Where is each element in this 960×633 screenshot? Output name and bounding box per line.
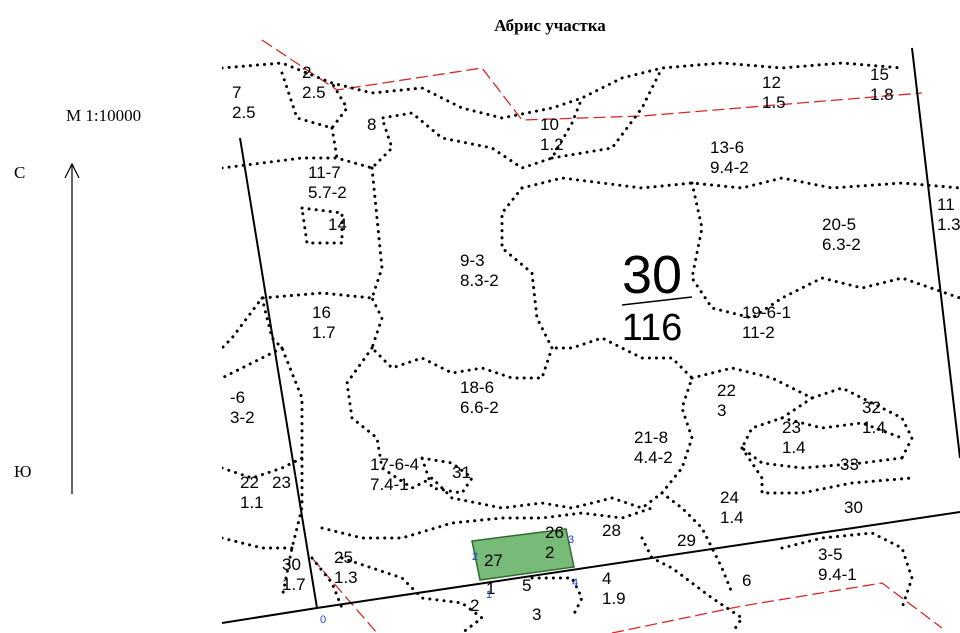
north-label: С <box>14 163 26 182</box>
plot-taxation: 1.3 <box>937 215 960 234</box>
plot-taxation: 1.7 <box>282 575 306 594</box>
plot-taxation: 11-2 <box>742 323 775 342</box>
plot-number: 30 <box>282 555 301 574</box>
plot-number: 10 <box>540 115 559 134</box>
plot-number: 2 <box>470 596 479 615</box>
plot-number: 3 <box>532 605 541 624</box>
plot-number: 32 <box>862 398 881 417</box>
plot-number: 19-6-1 <box>742 303 791 322</box>
plot-number: 29 <box>677 531 696 550</box>
plot-number: 16 <box>312 303 331 322</box>
plot-number: 22 <box>717 381 736 400</box>
quarter-number: 30 <box>622 245 682 305</box>
plot-number: 1 <box>486 579 495 598</box>
plot-number: 11-7 <box>308 163 341 182</box>
plot-number: 7 <box>232 83 241 102</box>
plot-number: -6 <box>230 388 245 407</box>
plot-number: 5 <box>522 576 531 595</box>
road-line <box>261 39 923 121</box>
south-label: Ю <box>14 462 32 481</box>
plot-taxation: 1.9 <box>602 589 626 608</box>
plot-number: 20-5 <box>822 215 856 234</box>
plot-taxation: 1.3 <box>334 568 358 587</box>
plot-taxation: 2.5 <box>302 83 326 102</box>
plot-taxation: 1.4 <box>782 438 806 457</box>
plot-number: 21-8 <box>634 428 668 447</box>
vertex-number: 3 <box>568 534 574 546</box>
plot-taxation: 1.5 <box>762 93 786 112</box>
plot-number: 6 <box>742 571 751 590</box>
plot-number: 30 <box>844 498 863 517</box>
vertex-number: 0 <box>320 614 326 626</box>
map-area: 30 116 7 2.5 2 2.5 8 10 1.2 12 1.5 15 1.8 13-6 9.4-2… <box>222 38 960 633</box>
plot-number: 18-6 <box>460 378 494 397</box>
plot-number: 22 <box>240 473 259 492</box>
plot-taxation: 5.7-2 <box>308 183 347 202</box>
plot-number: 26 <box>545 523 564 542</box>
plot-number: 15 <box>870 65 889 84</box>
plot-number: 28 <box>602 521 621 540</box>
plot-number: 17-6-4 <box>370 455 419 474</box>
plot-taxation: 1.7 <box>312 323 336 342</box>
vertex-number: 2 <box>472 551 478 563</box>
plot-taxation: 1.4 <box>862 418 886 437</box>
plot-taxation: 9.4-2 <box>710 158 749 177</box>
plot-taxation: 7.4-1 <box>370 475 409 494</box>
plot-taxation: 6.6-2 <box>460 398 499 417</box>
plot-taxation: 8.3-2 <box>460 271 499 290</box>
north-arrow-icon <box>64 162 80 494</box>
plot-number: 31 <box>452 463 471 482</box>
plot-number: 9-3 <box>460 251 485 270</box>
plot-taxation: 3-2 <box>230 408 255 427</box>
plot-taxation: 2.5 <box>232 103 256 122</box>
plot-number: 23 <box>782 418 801 437</box>
plot-number: 24 <box>720 488 739 507</box>
plot-number: 13-6 <box>710 138 744 157</box>
plot-number: 8 <box>367 115 376 134</box>
plot-number: 4 <box>602 569 611 588</box>
vertex-number: 4 <box>572 577 578 589</box>
plot-taxation: 6.3-2 <box>822 235 861 254</box>
plot-taxation: 1.2 <box>540 135 564 154</box>
plot-taxation: 3 <box>717 401 726 420</box>
plot-number: 23 <box>272 473 291 492</box>
plot-number: 25 <box>334 548 353 567</box>
plot-taxation: 1.1 <box>240 493 264 512</box>
quarter-fraction-line <box>621 296 693 306</box>
quarter-area: 116 <box>622 307 683 349</box>
quarter-boundary <box>222 47 960 624</box>
plot-taxation: 2 <box>545 543 554 562</box>
road-line-lower <box>311 557 943 633</box>
plot-number: 27 <box>484 551 503 570</box>
plot-boundaries <box>222 61 960 633</box>
selected-plot[interactable] <box>471 528 575 581</box>
plot-labels: 72.522.58 101.2121.5151.813-69.4-211-75.7… <box>230 63 960 624</box>
plot-taxation: 1.8 <box>870 85 894 104</box>
map-scale: М 1:10000 <box>66 106 142 125</box>
plot-number: 33 <box>840 455 859 474</box>
plot-number: 3-5 <box>818 545 843 564</box>
plot-number: 14 <box>328 215 347 234</box>
plot-taxation: 4.4-2 <box>634 448 673 467</box>
plot-number: 11 <box>937 195 955 214</box>
vertex-number: 1 <box>486 589 492 601</box>
plot-taxation: 1.4 <box>720 508 744 527</box>
plot-number: 2 <box>302 63 311 82</box>
plot-number: 12 <box>762 73 781 92</box>
forest-plan: 30 116 72.522.58 101.2121.5151.813-69.4-2… <box>222 39 960 633</box>
plot-taxation: 9.4-1 <box>818 565 857 584</box>
map-title: Абрис участка <box>494 16 606 35</box>
